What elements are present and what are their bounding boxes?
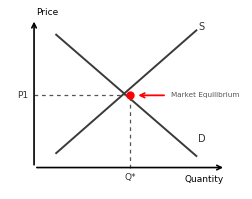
Text: Quantity: Quantity xyxy=(184,175,223,184)
Text: D: D xyxy=(197,135,205,144)
Text: P1: P1 xyxy=(17,91,28,100)
Text: S: S xyxy=(197,22,204,32)
Text: Market Equilibrium: Market Equilibrium xyxy=(170,92,238,98)
Text: Q*: Q* xyxy=(124,173,135,182)
Text: Price: Price xyxy=(36,8,58,17)
